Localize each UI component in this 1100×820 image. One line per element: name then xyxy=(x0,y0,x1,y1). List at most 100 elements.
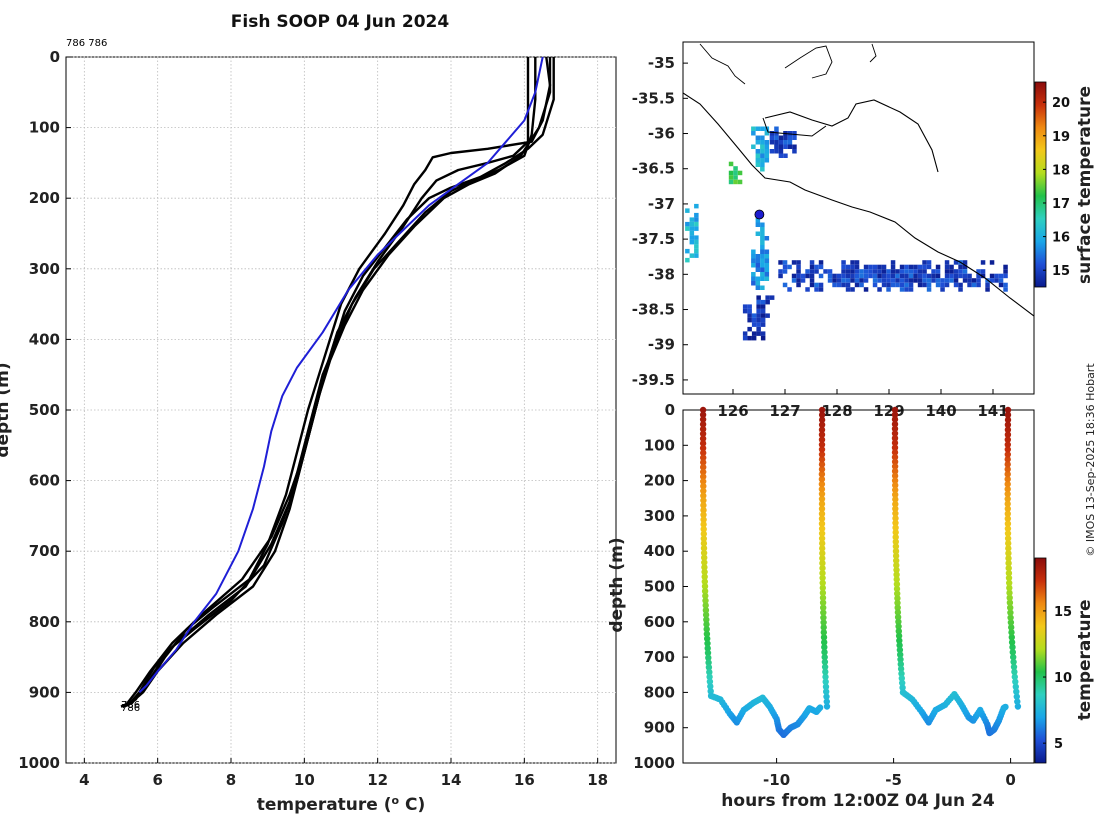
depth-time-point-profile xyxy=(818,436,826,443)
sst-cell-4 xyxy=(935,278,941,283)
sst-cell-4 xyxy=(890,260,896,265)
sst-cell-4 xyxy=(944,260,950,265)
sst-cell-1 xyxy=(760,267,765,272)
depth-time-point-profile xyxy=(818,476,826,483)
depth-time-point-profile xyxy=(819,599,827,606)
depth-time-point-profile xyxy=(1006,579,1013,587)
depth-time-point-profile xyxy=(897,661,904,668)
sst-cell-5 xyxy=(792,149,797,154)
sst-cell-2 xyxy=(760,313,766,318)
sst-cell-0 xyxy=(760,149,765,154)
sst-cell-5 xyxy=(787,135,793,140)
depth-time-point-profile xyxy=(818,416,826,424)
depth-time-point-profile xyxy=(700,483,707,490)
sst-cell-0 xyxy=(760,153,765,158)
depth-time-point-profile xyxy=(893,580,901,588)
depth-time-point-profile xyxy=(819,540,826,547)
sst-cell-0 xyxy=(755,135,761,140)
sst-cell-4 xyxy=(791,260,797,265)
temperature-colorbar-label: temperature xyxy=(1075,599,1095,720)
sst-cell-4 xyxy=(1003,264,1008,270)
sst-cell-4 xyxy=(953,269,959,274)
sst-cell-4 xyxy=(877,273,882,279)
depth-time-point-profile xyxy=(818,426,826,433)
sst-cell-4 xyxy=(989,273,995,279)
depth-time-point-profile xyxy=(1009,644,1016,651)
depth-time-point-profile xyxy=(700,468,707,476)
depth-time-point-profile xyxy=(818,431,826,438)
depth-time-point-profile xyxy=(706,668,713,676)
sst-cell-2 xyxy=(760,317,766,323)
sst-cell-4 xyxy=(926,282,932,288)
sst-cell-4 xyxy=(863,264,869,270)
depth-time-point-profile xyxy=(820,619,827,626)
depth-time-point-profile xyxy=(703,630,711,638)
sst-cell-4 xyxy=(895,282,900,288)
sst-cell-4 xyxy=(818,260,824,265)
depth-time-point-profile xyxy=(893,576,900,583)
sst-cell-3 xyxy=(689,221,695,227)
sst-cell-4 xyxy=(872,273,878,279)
sst-cell-2 xyxy=(760,322,766,327)
sst-cell-5 xyxy=(787,144,793,149)
depth-time-point-profile xyxy=(894,604,901,611)
depth-time-y-tick-label: 400 xyxy=(644,542,675,560)
depth-time-point-profile xyxy=(818,446,826,453)
sst-cell-4 xyxy=(967,278,972,283)
depth-time-point-profile xyxy=(894,590,901,597)
depth-time-point-profile xyxy=(700,511,707,518)
sst-cell-4 xyxy=(913,273,918,279)
sst-cell-4 xyxy=(899,264,905,270)
depth-time-point-profile xyxy=(893,562,900,569)
depth-time-point-profile xyxy=(818,485,826,493)
sst-cell-4 xyxy=(904,278,909,283)
depth-time-point-profile xyxy=(899,684,906,691)
sst-cell-1 xyxy=(755,231,761,236)
sst-cell-1 xyxy=(751,276,756,281)
depth-time-point-profile xyxy=(701,583,709,590)
coastline-gulf xyxy=(764,99,939,173)
sst-cell-2 xyxy=(765,299,770,305)
sst-cell-6 xyxy=(728,179,734,185)
coastline-northwest xyxy=(699,43,746,85)
depth-time-point-profile xyxy=(892,524,899,531)
map-lon-tick-label: 126 xyxy=(717,402,748,420)
sst-cell-1 xyxy=(751,254,756,259)
depth-time-point-profile xyxy=(821,639,828,646)
sst-cell-3 xyxy=(685,248,690,254)
sst-cell-3 xyxy=(694,221,699,227)
sst-cell-5 xyxy=(778,153,784,158)
sst-cell-4 xyxy=(836,273,842,279)
sst-cell-5 xyxy=(783,144,788,149)
sst-cell-4 xyxy=(886,273,891,279)
sst-cell-4 xyxy=(787,264,792,270)
profile-y-tick-label: 0 xyxy=(50,48,60,66)
depth-time-point-profile xyxy=(820,604,827,611)
map-lon-tick-label: 141 xyxy=(977,402,1008,420)
temperature-colorbar-tick-label: 10 xyxy=(1054,671,1072,686)
depth-time-point-profile xyxy=(700,545,708,552)
sst-cell-4 xyxy=(809,282,815,288)
depth-time-point-profile xyxy=(819,569,826,577)
sst-cell-3 xyxy=(694,235,699,240)
sst-cell-4 xyxy=(827,278,833,283)
depth-time-point-profile xyxy=(818,535,826,542)
sst-cell-4 xyxy=(778,269,783,274)
depth-time-point-profile xyxy=(702,597,709,604)
depth-time-point-profile xyxy=(898,675,905,682)
profile-y-tick-label: 600 xyxy=(29,472,60,490)
sst-cell-5 xyxy=(774,144,779,149)
sst-cell-4 xyxy=(904,269,909,274)
depth-time-point-profile xyxy=(818,466,826,473)
depth-time-point-profile xyxy=(1004,510,1011,517)
sst-cell-4 xyxy=(845,287,851,292)
depth-time-point-profile xyxy=(1005,560,1012,567)
sst-cell-2 xyxy=(742,304,748,309)
depth-time-point-profile xyxy=(700,506,707,514)
sst-cell-3 xyxy=(694,239,699,245)
sst-cell-0 xyxy=(760,162,765,167)
sst-cell-4 xyxy=(890,264,896,270)
sst-cell-4 xyxy=(877,278,882,283)
sst-cell-4 xyxy=(944,282,950,288)
